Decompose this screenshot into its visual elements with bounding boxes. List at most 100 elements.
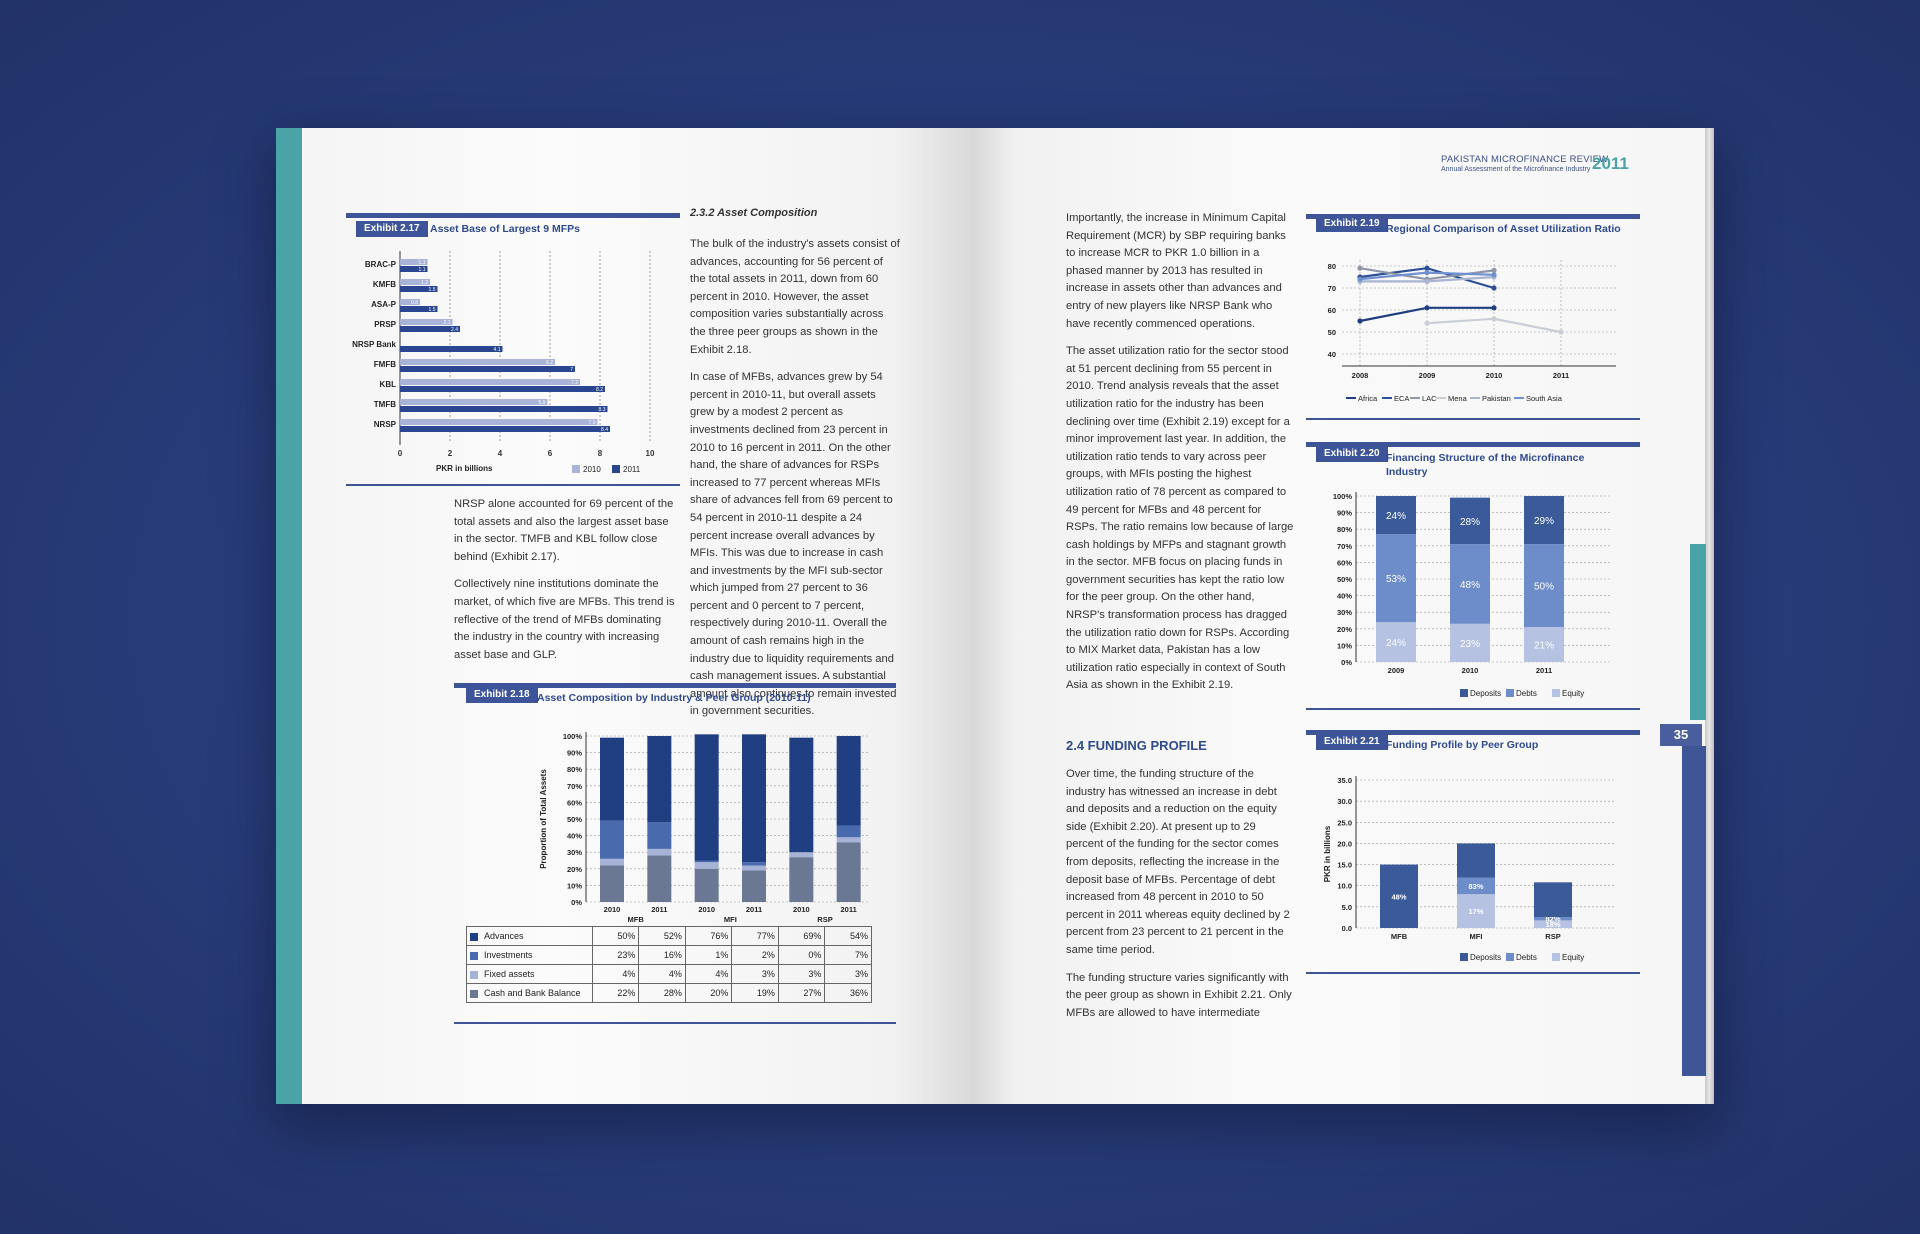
stack-segment [1450,623,1490,662]
paragraph: Collectively nine institutions dominate … [454,578,675,661]
exhibit-220-rule [1306,708,1640,710]
bar [400,286,438,292]
legend-label: 2010 [583,465,601,474]
legend-label: Africa [1358,394,1378,403]
table-cell: 20% [684,983,733,1003]
stack-segment [1534,917,1572,921]
data-label: 1.2 [421,280,428,286]
category-label: PRSP [374,320,396,329]
legend-swatch [1460,953,1468,961]
stack-segment [1450,544,1490,624]
legend-swatch [1552,689,1560,697]
stack-segment [647,855,672,902]
stack-segment [1450,497,1490,545]
stack-segment [694,862,719,869]
x-tick-label: 2010 [604,905,621,914]
blue-tab [1682,746,1706,1076]
right-body-text: Importantly, the increase in Minimum Cap… [1066,210,1294,705]
stack-segment [1376,496,1416,535]
tick-label: 0.0 [1342,924,1352,933]
exhibit-219-tag: Exhibit 2.19 [1316,216,1388,232]
legend-label: Equity [1562,689,1584,698]
data-label: 83% [1468,882,1483,891]
legend-label: Deposits [1470,689,1501,698]
exhibit-219-chart: 40 50 60 70 80 2008 2009 2010 2011 Africa ECA LAC Me… [1328,260,1616,403]
data-label: 2.4 [451,327,458,333]
bar [400,306,438,312]
section-2-3-2-text: The bulk of the industry's assets consis… [690,236,900,731]
stack-segment [1457,843,1495,878]
category-label: KMFB [373,280,396,289]
stack-segment [1457,894,1495,928]
bar [400,419,598,425]
exhibit-217-tag: Exhibit 2.17 [356,221,428,237]
stack-segment [600,858,624,866]
data-point [1491,316,1497,322]
section-2-3-2-title: 2.3.2 Asset Composition [690,207,818,219]
stack-segment [836,842,861,902]
stack-segment [742,870,766,902]
exhibit-220-bar [1306,442,1640,447]
stack-segment [836,837,861,843]
exhibit-221-rule [1306,972,1640,974]
table-cell: 7% [824,945,872,965]
x-tick-label: RSP [1545,932,1560,941]
legend-swatch [1506,689,1514,697]
right-page-edge [1705,128,1714,1104]
tick-label: 2 [448,449,453,458]
row-label: Cash and Bank Balance [466,983,593,1003]
tick-label: 50% [1337,575,1352,584]
tick-label: 6 [548,449,553,458]
y-axis-label: PKR in billions [1323,825,1332,882]
data-label: 29% [1534,516,1554,527]
tick-label: 0% [1341,658,1352,667]
bar [400,399,548,405]
table-cell: 1% [684,945,733,965]
tick-label: 0% [571,898,582,907]
stack-segment [600,865,624,902]
tick-label: 80% [567,765,582,774]
stack-segment [742,862,766,866]
legend-swatch [1460,689,1468,697]
data-point [1558,329,1564,335]
left-page-accent-strip [276,128,302,1104]
stack-segment [836,736,861,826]
header-subtitle: Annual Assessment of the Microfinance In… [1441,166,1591,173]
bar [400,426,610,432]
exhibit-219-bar [1306,214,1640,219]
x-tick-label: 2008 [1352,371,1369,380]
data-label: 50% [1534,582,1554,593]
data-label: 53% [1386,574,1406,585]
tick-label: 70 [1328,284,1336,293]
paragraph: In case of MFBs, advances grew by 54 per… [690,371,897,718]
x-tick-label: 2010 [793,905,810,914]
data-label: 23% [1460,639,1480,650]
tick-label: 90% [567,749,582,758]
x-tick-label: 2011 [1536,666,1552,675]
group-label: MFB [628,915,645,922]
table-cell: 0% [777,945,826,965]
exhibit-221-tag: Exhibit 2.21 [1316,734,1388,750]
stack-segment [1524,627,1564,662]
tick-label: 10.0 [1337,882,1352,891]
data-point [1424,270,1430,276]
bar [400,406,608,412]
bar [400,326,460,332]
exhibit-221-title: Funding Profile by Peer Group [1386,739,1539,751]
tick-label: 40% [1337,592,1352,601]
stack-segment [836,825,861,838]
exhibit-220-tag: Exhibit 2.20 [1316,446,1388,462]
table-cell: 28% [638,983,686,1003]
bar [400,386,605,392]
tick-label: 40% [567,832,582,841]
tick-label: 8 [598,449,603,458]
data-label: 1.1 [419,267,426,273]
x-tick-label: 2011 [841,905,857,914]
data-label: 4.1 [494,347,501,353]
category-label: KBL [380,380,397,389]
x-tick-label: MFI [1470,932,1483,941]
table-cell: 23% [591,945,640,965]
data-label: 8.3 [599,407,606,413]
legend-label: Pakistan [1482,394,1511,403]
